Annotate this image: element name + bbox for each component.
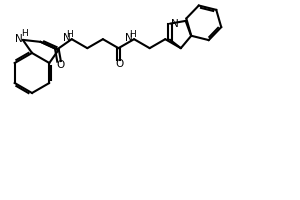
Text: N: N bbox=[125, 33, 133, 43]
Text: H: H bbox=[21, 29, 28, 38]
Text: N: N bbox=[63, 33, 70, 43]
Text: O: O bbox=[56, 60, 64, 70]
Text: H: H bbox=[129, 30, 135, 39]
Text: N: N bbox=[15, 34, 23, 44]
Text: O: O bbox=[116, 59, 124, 69]
Text: H: H bbox=[66, 30, 73, 39]
Text: N: N bbox=[171, 19, 179, 29]
